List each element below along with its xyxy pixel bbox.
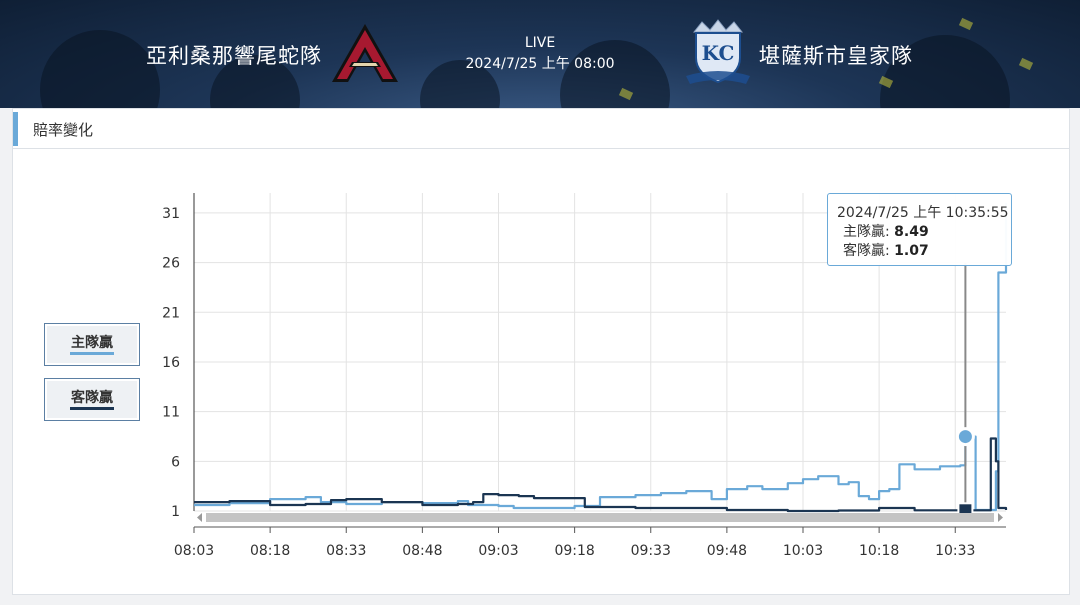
scrollbar-thumb [206, 513, 994, 522]
scroll-left-arrow-icon [197, 513, 202, 522]
legend-home-label: 主隊贏 [71, 335, 113, 351]
match-banner: 亞利桑那響尾蛇隊 LIVE 2024/7/25 上午 08:00 KC 堪薩斯市… [0, 0, 1080, 108]
x-tick-label: 09:18 [554, 543, 594, 559]
x-tick-label: 09:33 [631, 543, 671, 559]
x-tick-label: 10:03 [783, 543, 823, 559]
away-team-name: 堪薩斯市皇家隊 [759, 44, 913, 68]
chart-tooltip: 2024/7/25 上午 10:35:55 主隊贏: 8.49 客隊贏: 1.0… [827, 193, 1012, 266]
x-axis: 08:03 08:18 08:33 08:48 09:03 09:18 09:33 09:48… [174, 526, 1006, 559]
legend-home-swatch [70, 352, 114, 355]
legend-away-swatch [70, 407, 114, 410]
legend-away-label: 客隊贏 [71, 390, 113, 406]
section-accent-bar [13, 112, 18, 146]
y-tick-label: 16 [162, 355, 180, 371]
live-status: LIVE [524, 35, 556, 51]
tooltip-time: 2024/7/25 上午 10:35:55 [837, 205, 1009, 221]
section-title: 賠率變化 [33, 121, 94, 139]
section-header: 賠率變化 [13, 109, 1069, 149]
y-tick-label: 21 [162, 305, 180, 321]
home-team-name: 亞利桑那響尾蛇隊 [146, 44, 322, 68]
y-tick-label: 1 [171, 504, 180, 520]
chart-scrollbar[interactable] [197, 513, 1003, 522]
y-tick-label: 31 [162, 206, 180, 222]
x-tick-label: 10:18 [859, 543, 899, 559]
x-tick-label: 08:48 [402, 543, 442, 559]
home-team-logo-icon [332, 24, 398, 82]
x-tick-label: 09:48 [707, 543, 747, 559]
scroll-right-arrow-icon [998, 513, 1003, 522]
hover-crosshair [955, 263, 975, 519]
tooltip-away-label: 客隊贏: [843, 243, 895, 259]
x-tick-label: 08:18 [250, 543, 290, 559]
match-time: 2024/7/25 上午 08:00 [465, 56, 615, 72]
away-hover-marker [957, 502, 974, 519]
tooltip-away-value: 1.07 [894, 243, 929, 259]
svg-text:KC: KC [702, 41, 735, 65]
legend-away-toggle[interactable]: 客隊贏 [44, 378, 140, 421]
away-series-line [194, 437, 1008, 513]
odds-panel: 賠率變化 主隊贏 客隊贏 1 6 11 16 21 26 31 08:03 08:18 08:3… [12, 108, 1070, 595]
tooltip-away-row: 客隊贏: 1.07 [843, 240, 929, 260]
tooltip-home-value: 8.49 [894, 224, 929, 240]
tooltip-home-label: 主隊贏: [843, 224, 895, 240]
x-tick-label: 10:33 [935, 543, 975, 559]
legend-home-toggle[interactable]: 主隊贏 [44, 323, 140, 366]
x-tick-label: 08:03 [174, 543, 214, 559]
y-tick-label: 26 [162, 256, 180, 272]
away-team-logo-icon: KC [686, 19, 750, 84]
scrollbar-track [206, 513, 994, 522]
tooltip-home-row: 主隊贏: 8.49 [843, 221, 929, 241]
match-info: LIVE 2024/7/25 上午 08:00 [440, 35, 640, 73]
x-tick-label: 09:03 [478, 543, 518, 559]
y-tick-label: 11 [162, 405, 180, 421]
y-tick-label: 6 [171, 454, 180, 470]
home-hover-marker [955, 427, 975, 447]
x-tick-label: 08:33 [326, 543, 366, 559]
